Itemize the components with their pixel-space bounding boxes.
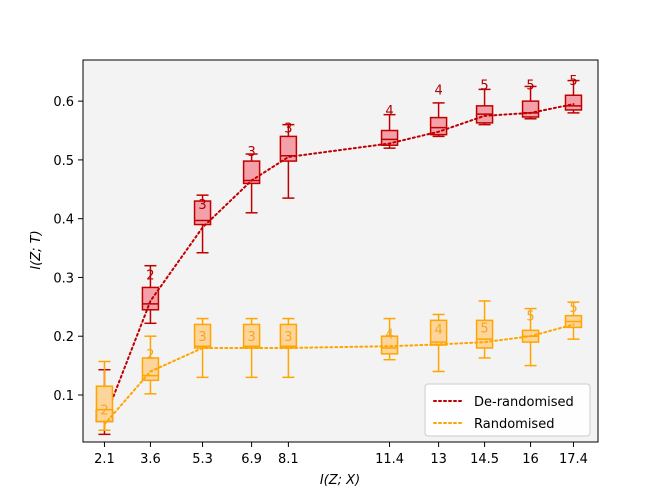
box-annotation: 2	[100, 404, 108, 419]
box-annotation: 3	[247, 330, 255, 345]
legend-label: Randomised	[474, 417, 554, 432]
axes-layer: 2.1 3.6 5.3 6.9 8.1 11.4 13 14.5 16 17.4 0.1 0.2 0.3…	[53, 59, 599, 467]
box-annotation: 5	[569, 301, 577, 316]
trend-line	[103, 103, 575, 421]
box-2: 3	[193, 194, 212, 254]
box-annotation: 4	[385, 327, 393, 342]
y-tick-label: 0.5	[53, 154, 74, 169]
box-5: 4	[380, 104, 399, 149]
y-axis-label: I(Z; T)	[29, 230, 44, 269]
box-annotation: 3	[198, 330, 206, 345]
series-de-randomised: 2 2 3 3 3 4 4 5 5 5	[95, 74, 583, 436]
x-tick-label: 16	[522, 452, 539, 467]
series-layer: 22333445552233344555	[95, 74, 583, 436]
box-annotation: 2	[146, 348, 154, 363]
box-rect	[564, 94, 583, 111]
box-annotation: 3	[284, 330, 292, 345]
x-tick-label: 3.6	[140, 452, 161, 467]
trend-line	[103, 323, 575, 426]
y-tick-label: 0.6	[53, 95, 74, 110]
box-annotation: 5	[480, 79, 488, 94]
box-1: 2	[141, 264, 160, 325]
box-annotation: 5	[526, 310, 534, 325]
box-2: 3	[193, 317, 212, 379]
box-annotation: 3	[198, 198, 206, 213]
series-randomised: 2 2 3 3 3 4 4 5 5 5	[95, 300, 583, 431]
x-tick-label: 14.5	[470, 452, 499, 467]
box-annotation: 4	[385, 104, 393, 119]
box-rect	[95, 385, 114, 423]
x-tick-label: 11.4	[375, 452, 404, 467]
box-rect	[475, 319, 494, 349]
y-tick-label: 0.4	[53, 213, 74, 228]
x-tick-label: 6.9	[241, 452, 262, 467]
box-annotation: 5	[526, 79, 534, 94]
x-tick-label: 13	[430, 452, 447, 467]
y-tick-label: 0.3	[53, 271, 74, 286]
box-annotation: 3	[247, 145, 255, 160]
x-tick-label: 2.1	[94, 452, 115, 467]
y-tick-label: 0.2	[53, 330, 74, 345]
box-4: 3	[279, 317, 298, 379]
box-6: 4	[429, 313, 448, 373]
box-rect	[141, 286, 160, 311]
box-rect	[521, 100, 540, 118]
legend-frame	[424, 383, 591, 437]
x-tick-label: 17.4	[559, 452, 588, 467]
box-annotation: 3	[284, 122, 292, 137]
box-rect	[193, 200, 212, 226]
x-axis-label: I(Z; X)	[320, 473, 360, 488]
y-tick-label: 0.1	[53, 389, 74, 404]
box-9: 5	[564, 74, 583, 114]
box-annotation: 5	[569, 74, 577, 89]
box-rect	[279, 323, 298, 349]
x-tick-label: 8.1	[278, 452, 299, 467]
box-annotation: 4	[434, 83, 442, 98]
box-annotation: 5	[480, 321, 488, 336]
box-annotation: 2	[146, 269, 154, 284]
box-rect	[429, 319, 448, 346]
box-annotation: 4	[434, 323, 442, 338]
box-9: 5	[564, 301, 583, 340]
box-0: 2	[95, 360, 114, 431]
box-rect	[279, 135, 298, 162]
plot-background	[83, 60, 598, 442]
plot-area	[83, 60, 598, 442]
x-tick-label: 5.3	[192, 452, 213, 467]
box-7: 5	[475, 79, 494, 126]
legend: De-randomised Randomised	[424, 383, 591, 437]
box-4: 3	[279, 122, 298, 199]
legend-label: De-randomised	[474, 395, 574, 410]
axes-frame	[82, 59, 599, 443]
box-7: 5	[475, 300, 494, 359]
box-5: 4	[380, 317, 399, 361]
box-3: 3	[242, 317, 261, 379]
